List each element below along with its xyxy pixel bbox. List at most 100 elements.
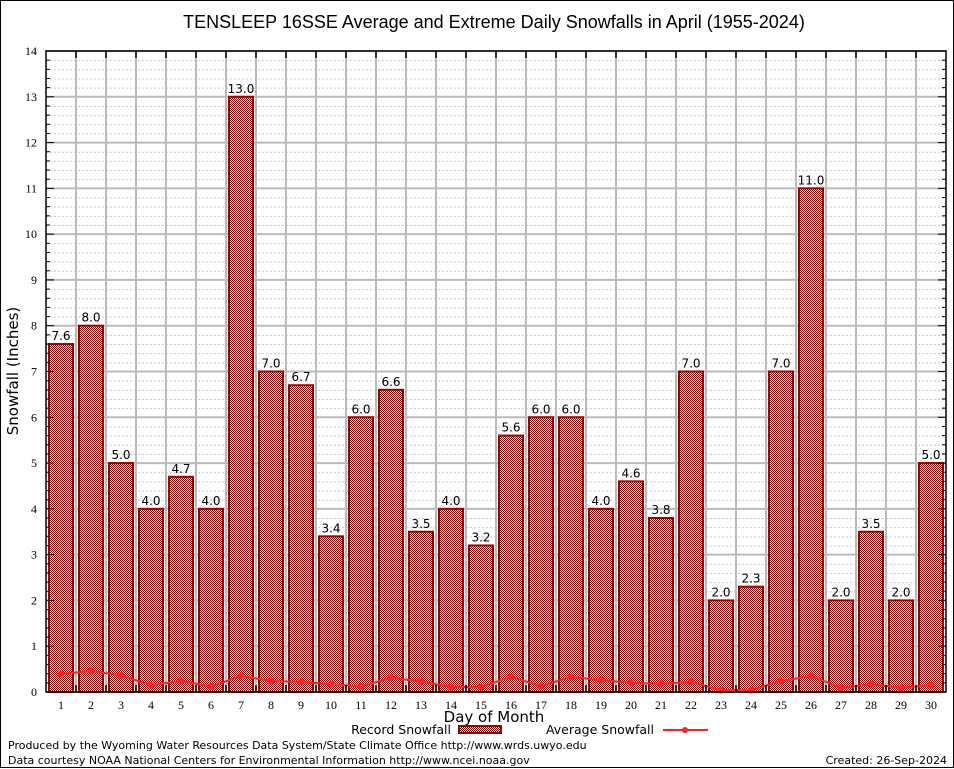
bar-value-label: 5.6 bbox=[501, 421, 520, 435]
y-tick-label: 14 bbox=[25, 44, 37, 58]
footer-producer: Produced by the Wyoming Water Resources … bbox=[8, 739, 587, 752]
bar-value-label: 7.6 bbox=[51, 329, 70, 343]
x-axis-label: Day of Month bbox=[444, 708, 545, 726]
record-bar-day-26 bbox=[798, 187, 824, 693]
x-tick-label: 8 bbox=[268, 698, 274, 712]
bar-value-label: 3.5 bbox=[411, 517, 430, 531]
record-bar-day-27 bbox=[828, 599, 854, 694]
record-bar-day-5 bbox=[168, 475, 194, 693]
bar-value-label: 6.0 bbox=[351, 402, 370, 416]
record-bar-day-30 bbox=[918, 462, 944, 694]
y-tick-label: 1 bbox=[31, 639, 37, 653]
average-point-day-17 bbox=[537, 682, 545, 690]
bar-value-label: 4.7 bbox=[171, 462, 190, 476]
record-bar-day-20 bbox=[618, 480, 644, 693]
average-point-day-29 bbox=[897, 684, 905, 692]
record-bar-day-29 bbox=[888, 599, 914, 694]
y-axis-label: Snowfall (Inches) bbox=[4, 307, 22, 435]
footer-data-source: Data courtesy NOAA National Centers for … bbox=[8, 754, 530, 767]
x-tick-label: 17 bbox=[535, 698, 547, 712]
record-bar-day-4 bbox=[138, 507, 164, 693]
record-bar-day-3 bbox=[108, 462, 134, 694]
average-line bbox=[57, 667, 935, 694]
y-tick-label: 6 bbox=[31, 410, 37, 424]
legend-average-marker bbox=[682, 727, 688, 733]
record-bar-day-18 bbox=[558, 416, 584, 693]
average-point-day-2 bbox=[87, 667, 95, 675]
bar-value-label: 2.0 bbox=[831, 585, 850, 599]
average-point-day-18 bbox=[567, 673, 575, 681]
y-tick-label: 10 bbox=[25, 227, 37, 241]
bar-value-label: 2.0 bbox=[891, 585, 910, 599]
record-bar-day-10 bbox=[318, 535, 344, 693]
record-bar-day-28 bbox=[858, 530, 884, 693]
x-tick-label: 5 bbox=[178, 698, 184, 712]
bar-value-label: 5.0 bbox=[921, 448, 940, 462]
record-bar-day-25 bbox=[768, 370, 794, 693]
average-point-day-7 bbox=[237, 672, 245, 680]
y-tick-label: 4 bbox=[31, 502, 37, 516]
x-tick-label: 16 bbox=[505, 698, 517, 712]
record-bar-day-19 bbox=[588, 507, 614, 693]
average-point-day-27 bbox=[837, 684, 845, 692]
legend: Record Snowfall Average Snowfall bbox=[351, 722, 708, 737]
x-tick-label: 22 bbox=[685, 698, 697, 712]
x-tick-label: 12 bbox=[385, 698, 397, 712]
x-tick-label: 7 bbox=[238, 698, 244, 712]
x-tick-label: 15 bbox=[475, 698, 487, 712]
x-tick-label: 11 bbox=[355, 698, 367, 712]
x-tick-label: 19 bbox=[595, 698, 607, 712]
average-point-day-11 bbox=[357, 683, 365, 691]
x-tick-label: 10 bbox=[325, 698, 337, 712]
record-bar-day-24 bbox=[738, 585, 764, 694]
x-tick-label: 6 bbox=[208, 698, 214, 712]
bar-value-label: 8.0 bbox=[81, 311, 100, 325]
x-tick-label: 9 bbox=[298, 698, 304, 712]
average-point-day-16 bbox=[507, 673, 515, 681]
bar-value-label: 3.8 bbox=[651, 503, 670, 517]
bar-value-label: 6.7 bbox=[291, 370, 310, 384]
average-point-day-4 bbox=[147, 681, 155, 689]
x-tick-label: 18 bbox=[565, 698, 577, 712]
x-tick-label: 23 bbox=[715, 698, 727, 712]
bar-value-label: 4.6 bbox=[621, 466, 640, 480]
bar-value-label: 6.6 bbox=[381, 375, 400, 389]
average-point-day-25 bbox=[777, 677, 785, 685]
record-bar-day-9 bbox=[288, 384, 314, 693]
bar-value-label: 4.0 bbox=[201, 494, 220, 508]
x-tick-label: 13 bbox=[415, 698, 427, 712]
bar-labels: 7.6 8.0 5.0 4.0 4.7 4.0 13.0 7.0 6.7 3.4 6.0 6.6 3.5… bbox=[51, 82, 940, 600]
average-point-day-19 bbox=[597, 676, 605, 684]
record-bar-day-13 bbox=[408, 530, 434, 693]
bar-value-label: 7.0 bbox=[681, 357, 700, 371]
record-bar-day-22 bbox=[678, 370, 704, 693]
record-bar-day-16 bbox=[498, 434, 524, 693]
bar-value-label: 7.0 bbox=[771, 357, 790, 371]
record-bar-day-21 bbox=[648, 517, 674, 693]
average-point-day-26 bbox=[807, 672, 815, 680]
bar-value-label: 3.2 bbox=[471, 530, 490, 544]
average-point-day-30 bbox=[927, 681, 935, 689]
average-point-day-1 bbox=[57, 670, 65, 678]
bar-value-label: 4.0 bbox=[141, 494, 160, 508]
bar-value-label: 11.0 bbox=[798, 173, 825, 187]
average-point-day-6 bbox=[207, 683, 215, 691]
x-tick-label: 27 bbox=[835, 698, 847, 712]
y-tick-label: 7 bbox=[31, 365, 37, 379]
x-tick-label: 24 bbox=[745, 698, 757, 712]
x-tick-label: 14 bbox=[445, 698, 457, 712]
bar-value-label: 13.0 bbox=[228, 82, 255, 96]
bar-value-label: 3.5 bbox=[861, 517, 880, 531]
bar-value-label: 7.0 bbox=[261, 357, 280, 371]
average-point-day-3 bbox=[117, 672, 125, 680]
average-point-day-8 bbox=[267, 677, 275, 685]
x-tick-label: 2 bbox=[88, 698, 94, 712]
x-tick-label: 30 bbox=[925, 698, 937, 712]
average-point-day-14 bbox=[447, 683, 455, 691]
record-bar-day-8 bbox=[258, 370, 284, 693]
axes bbox=[45, 50, 947, 693]
record-bar-day-14 bbox=[438, 507, 464, 693]
bar-value-label: 3.4 bbox=[321, 521, 340, 535]
